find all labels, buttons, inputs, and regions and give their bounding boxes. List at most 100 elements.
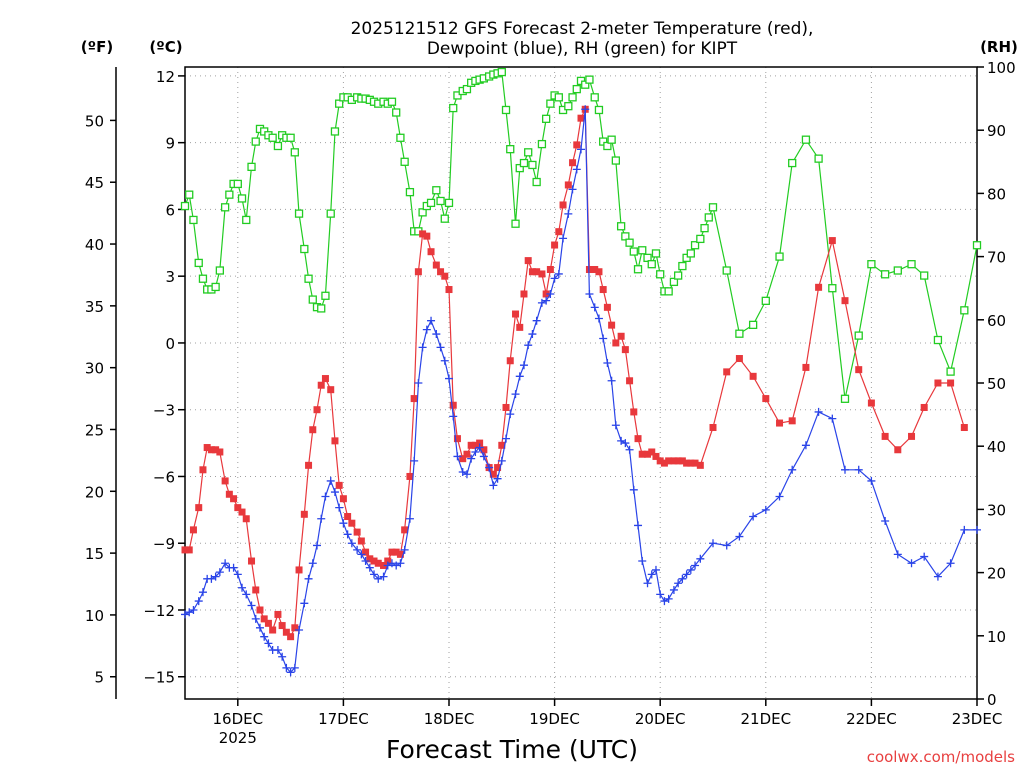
rh-point	[426, 198, 436, 208]
rh-point	[946, 367, 955, 376]
dewpoint-point	[709, 539, 717, 548]
temperature-point	[524, 257, 532, 265]
rh-point	[194, 258, 203, 268]
temperature-point	[648, 448, 656, 456]
dewpoint-point	[383, 561, 392, 570]
dewpoint-point	[735, 532, 744, 541]
temperature-point	[494, 464, 502, 472]
rh-point	[501, 105, 511, 115]
fahrenheit-tick-label: 35	[85, 298, 104, 316]
rh-point	[708, 203, 718, 212]
temperature-point	[934, 379, 942, 387]
temperature-point	[498, 441, 506, 449]
rh-point	[686, 249, 695, 258]
temperature-point	[230, 495, 238, 503]
dewpoint-point	[493, 474, 502, 483]
rh-point	[326, 209, 335, 218]
rh-tick-label: 20	[987, 565, 1006, 583]
rh-point	[651, 249, 661, 258]
rh-point	[590, 93, 599, 102]
x-tick-label: 23DEC	[952, 710, 1003, 728]
rh-point	[656, 270, 665, 279]
temperature-point	[309, 426, 317, 434]
temperature-point	[331, 437, 339, 445]
rh-point	[418, 208, 427, 217]
dewpoint-point	[273, 646, 282, 655]
temperature-point	[449, 401, 457, 409]
temperature-point	[327, 386, 335, 394]
rh-point	[638, 246, 647, 255]
rh-point	[633, 265, 643, 274]
temperature-point	[652, 452, 660, 460]
temperature-point	[480, 446, 488, 454]
temperature-point	[225, 490, 233, 498]
rh-point	[621, 232, 630, 241]
temperature-point	[612, 339, 620, 347]
temperature-point	[432, 261, 440, 269]
rh-point	[215, 266, 224, 275]
gridlines	[185, 67, 977, 699]
source-credit: coolwx.com/models	[867, 748, 1015, 766]
rh-point	[735, 329, 744, 338]
temperature-point	[269, 626, 277, 634]
rh-point	[542, 114, 551, 123]
dewpoint-point	[761, 505, 770, 514]
temperature-point	[516, 323, 524, 331]
rh-point	[528, 160, 537, 170]
temperature-point	[762, 395, 770, 403]
rh-point	[664, 287, 673, 296]
temperature-point	[414, 268, 422, 276]
rh-point	[828, 284, 837, 293]
rh-point	[748, 320, 758, 330]
rh-point	[696, 234, 705, 244]
rh-point	[960, 306, 969, 315]
temperature-point	[242, 515, 250, 523]
temperature-point	[855, 366, 863, 374]
dewpoint-point	[485, 463, 494, 472]
temperature-point	[520, 290, 528, 298]
dewpoint-point	[506, 410, 515, 419]
dewpoint-point	[347, 539, 356, 548]
temperature-point	[908, 432, 916, 440]
rh-point	[436, 196, 445, 206]
rh-tick-label: 0	[987, 691, 997, 709]
dewpoint-point	[550, 274, 559, 283]
celsius-tick-label: −3	[153, 402, 175, 420]
temperature-point	[264, 619, 272, 627]
rh-point	[840, 394, 850, 403]
dewpoint-point	[295, 626, 304, 635]
dewpoint-point	[400, 545, 409, 554]
temperature-point	[577, 114, 585, 122]
temperature-point	[546, 266, 554, 274]
rh-point	[603, 141, 612, 151]
rh-point	[449, 103, 458, 113]
x-tick-label: 22DEC	[846, 710, 897, 728]
temperature-point	[828, 237, 836, 245]
temperature-point	[709, 424, 717, 432]
rh-point	[554, 93, 563, 102]
temperature-point	[212, 446, 220, 454]
temperature-point	[696, 461, 704, 469]
temperature-point	[195, 504, 203, 512]
fahrenheit-tick-label: 15	[85, 545, 104, 563]
dewpoint-point	[542, 296, 551, 305]
dewpoint-point	[194, 597, 203, 606]
dewpoint-point	[603, 358, 612, 367]
dewpoint-point	[599, 334, 608, 343]
data-series	[180, 67, 982, 677]
rh-point	[444, 198, 454, 208]
dewpoint-point	[524, 341, 533, 350]
rh-tick-label: 10	[987, 628, 1006, 646]
dewpoint-point	[686, 565, 695, 574]
rh-point	[933, 335, 943, 345]
rh-point	[674, 271, 683, 280]
dewpoint-point	[907, 559, 916, 568]
celsius-tick-label: −12	[143, 602, 175, 620]
rh-point	[432, 186, 441, 195]
dewpoint-point	[211, 572, 220, 581]
dewpoint-point	[418, 343, 427, 352]
temperature-point	[634, 435, 642, 443]
temperature-point	[467, 441, 475, 449]
rh-point	[400, 157, 409, 166]
